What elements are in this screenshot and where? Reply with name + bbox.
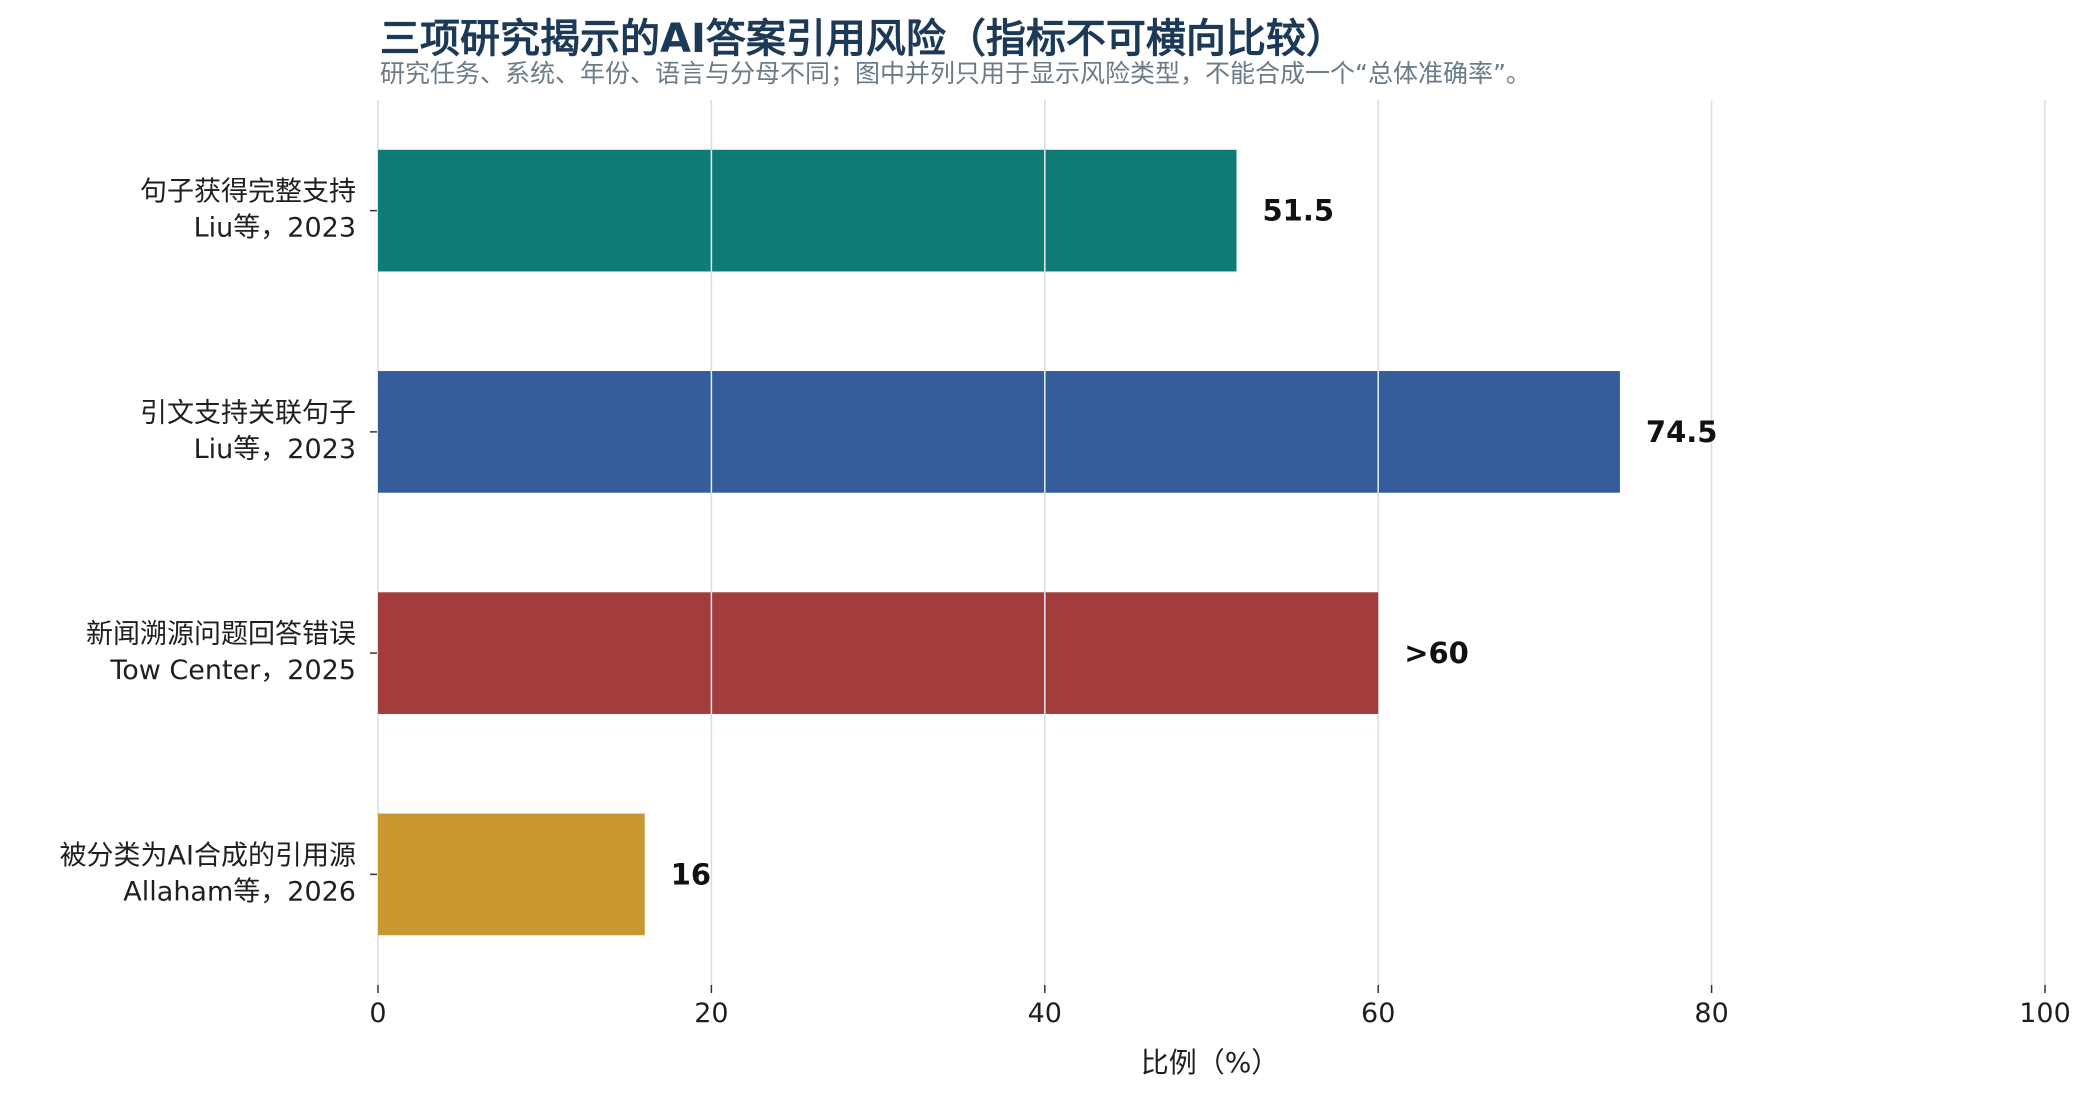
- bar: [378, 592, 1379, 714]
- bar-value-label: 51.5: [1263, 194, 1335, 228]
- bar: [378, 813, 645, 936]
- x-tick-label: 40: [1028, 998, 1062, 1029]
- category-source-label: Tow Center，2025: [109, 655, 356, 686]
- category-source-label: Allaham等，2026: [123, 876, 356, 907]
- bar-value-label: 16: [671, 857, 711, 891]
- x-tick-label: 100: [2019, 998, 2071, 1029]
- category-label: 被分类为AI合成的引用源: [60, 840, 356, 871]
- chart-subtitle: 研究任务、系统、年份、语言与分母不同；图中并列只用于显示风险类型，不能合成一个“…: [380, 59, 1531, 88]
- x-tick-label: 60: [1361, 998, 1395, 1029]
- category-source-label: Liu等，2023: [194, 434, 356, 465]
- bar-value-label: 74.5: [1646, 415, 1718, 449]
- category-label: 引文支持关联句子: [140, 398, 356, 429]
- bar-value-label: >60: [1404, 636, 1469, 670]
- x-axis-label: 比例（%）: [1141, 1046, 1280, 1079]
- bars: [378, 149, 1620, 936]
- x-tick-label: 20: [694, 998, 728, 1029]
- category-label: 新闻溯源问题回答错误: [86, 619, 356, 650]
- x-tick-label: 0: [369, 998, 386, 1029]
- bar: [378, 371, 1620, 493]
- chart-title: 三项研究揭示的AI答案引用风险（指标不可横向比较）: [380, 16, 1346, 62]
- labels: 0 20 40 60 80 100 51.5 句子获得完整支持 Liu等，2023 74.5 引文支…: [60, 177, 2071, 1029]
- x-tick-label: 80: [1694, 998, 1728, 1029]
- bar: [378, 149, 1237, 272]
- category-label: 句子获得完整支持: [140, 177, 356, 208]
- category-source-label: Liu等，2023: [194, 213, 356, 244]
